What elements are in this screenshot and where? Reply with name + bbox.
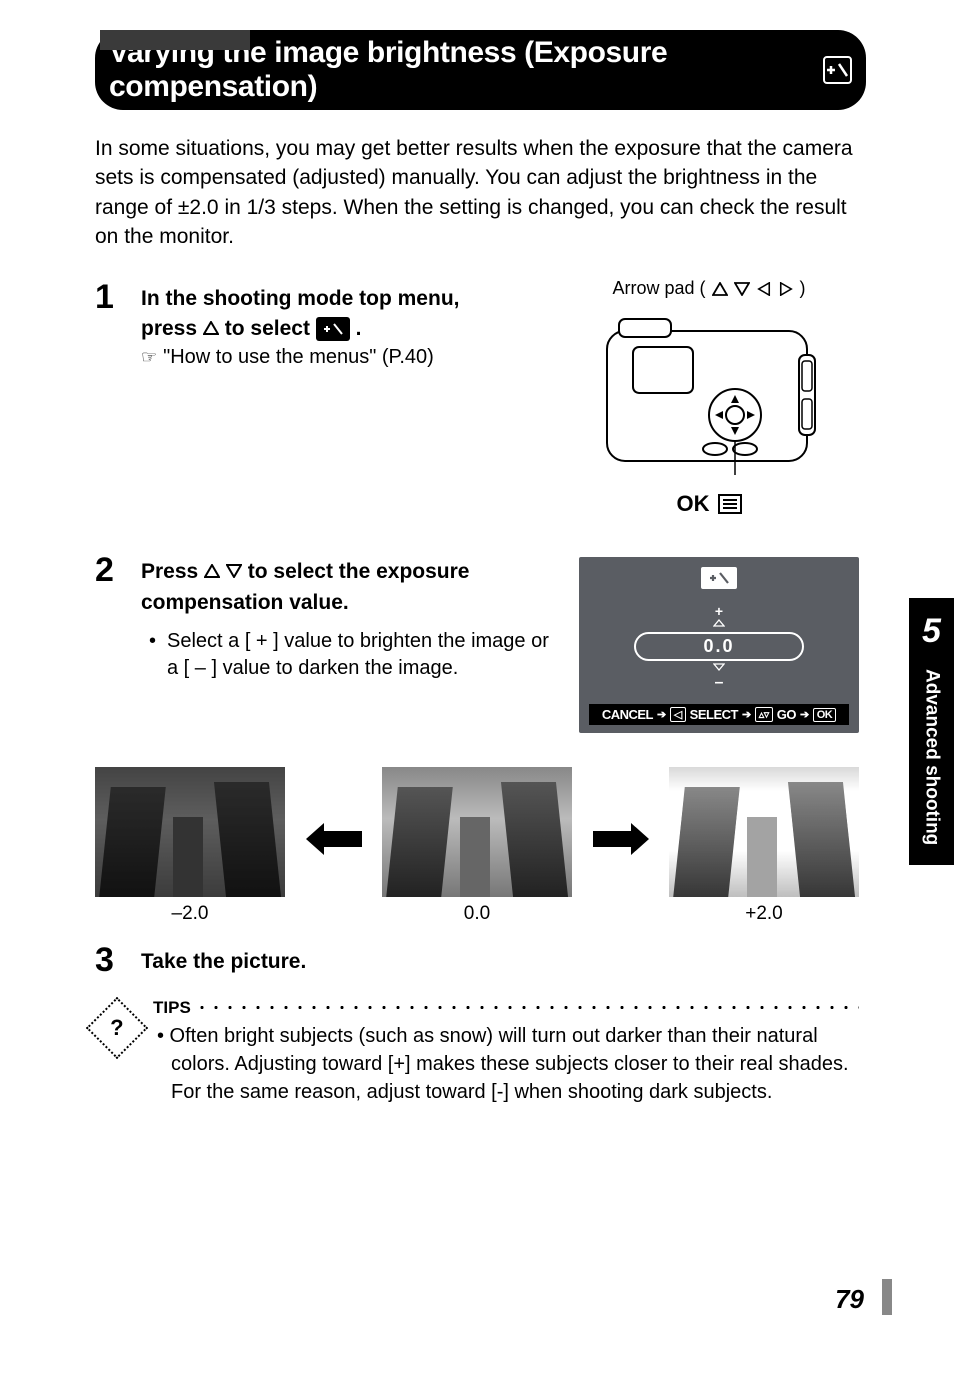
tips-label: TIPS: [153, 998, 191, 1018]
step-number: 2: [95, 553, 121, 733]
tips-section: ? TIPS • Often bright subjects (such as …: [95, 998, 859, 1106]
arrow-pad-label: Arrow pad ( ): [559, 278, 859, 299]
lcd-cancel-label: CANCEL: [602, 707, 653, 722]
step-1-title: In the shooting mode top menu, press to …: [141, 284, 521, 345]
arrow-right-icon: ➔: [742, 708, 751, 721]
triangle-up-icon: [204, 564, 220, 578]
step-2-bullet: • Select a [ + ] value to brighten the i…: [141, 628, 559, 682]
arrow-pad-text: Arrow pad (: [612, 278, 705, 299]
menu-icon: [718, 494, 742, 514]
ok-button-label: OK: [559, 491, 859, 517]
chapter-side-tab: 5 Advanced shooting: [909, 598, 954, 865]
camera-illustration: [589, 305, 829, 485]
arrow-pad-close: ): [800, 278, 806, 299]
triangle-up-icon: [712, 282, 728, 296]
example-bright: +2.0: [669, 767, 859, 925]
example-images-row: –2.0 0.0 +2.0: [95, 767, 859, 925]
lcd-left-key-icon: ◁: [670, 707, 686, 722]
step-1-text-c: .: [356, 317, 362, 340]
tips-dotted-line: [195, 1006, 859, 1009]
step-2-title: Press to select the exposure compensatio…: [141, 557, 559, 618]
lcd-go-label: GO: [777, 707, 796, 722]
lcd-plus-label: +: [589, 603, 849, 619]
lcd-value-pill: 0.0: [634, 632, 804, 661]
step-2-text-a: Press: [141, 560, 198, 583]
triangle-right-icon: [778, 282, 794, 296]
lcd-screen: + 0.0 – CANCEL ➔ ◁ SELECT ➔: [579, 557, 859, 733]
step-3-container: 3 Take the picture.: [95, 943, 859, 977]
lcd-mode-icon: [701, 567, 737, 589]
exposure-comp-icon: [823, 56, 852, 84]
triangle-up-icon: [203, 321, 219, 335]
step-2: 2 Press to select the exposure compensat…: [95, 553, 859, 733]
step-3-title: Take the picture.: [141, 947, 859, 977]
lcd-ok-key-icon: OK: [813, 708, 837, 722]
example-normal: 0.0: [382, 767, 572, 925]
page-edge-marker: [882, 1279, 892, 1315]
lcd-updown-key-icon: ▵▿: [755, 707, 773, 722]
example-image-bright: [669, 767, 859, 897]
triangle-down-icon: [226, 564, 242, 578]
triangle-left-icon: [756, 282, 772, 296]
exposure-comp-inline-icon: [316, 317, 350, 341]
step-number: 3: [95, 943, 121, 977]
step-1-ref-text: "How to use the menus" (P.40): [163, 346, 434, 369]
example-caption: +2.0: [745, 903, 783, 925]
lcd-up-arrow-icon: [589, 619, 849, 630]
chapter-number: 5: [909, 612, 954, 651]
lcd-minus-label: –: [589, 674, 849, 692]
step-1-text-b: to select: [225, 317, 310, 340]
ok-text: OK: [677, 491, 710, 517]
camera-diagram-area: Arrow pad ( ) OK: [559, 278, 859, 517]
arrow-right-large-icon: [587, 802, 655, 871]
example-dark: –2.0: [95, 767, 285, 925]
chapter-title: Advanced shooting: [921, 669, 943, 845]
arrow-left-large-icon: [300, 802, 368, 871]
question-mark-icon: ?: [110, 1015, 123, 1041]
example-caption: –2.0: [172, 903, 209, 925]
tips-diamond-icon: ?: [86, 997, 148, 1059]
tips-text: • Often bright subjects (such as snow) w…: [153, 1022, 859, 1106]
example-image-normal: [382, 767, 572, 897]
step-number: 1: [95, 280, 121, 370]
intro-paragraph: In some situations, you may get better r…: [95, 134, 859, 252]
lcd-select-label: SELECT: [690, 707, 738, 722]
step-3: 3 Take the picture.: [95, 943, 859, 977]
lcd-down-arrow-icon: [589, 663, 849, 674]
arrow-right-icon: ➔: [800, 708, 809, 721]
arrow-right-icon: ➔: [657, 708, 666, 721]
example-caption: 0.0: [464, 903, 490, 925]
example-image-dark: [95, 767, 285, 897]
tips-header: TIPS: [153, 998, 859, 1018]
step-2-bullet-text: Select a [ + ] value to brighten the ima…: [167, 628, 559, 682]
triangle-down-icon: [734, 282, 750, 296]
header-tab: [100, 30, 250, 50]
pointer-icon: ☞: [141, 347, 157, 368]
page-number: 79: [835, 1284, 864, 1315]
lcd-footer-bar: CANCEL ➔ ◁ SELECT ➔ ▵▿ GO ➔ OK: [589, 704, 849, 725]
bullet-dot: •: [149, 628, 159, 682]
step-1-reference: ☞ "How to use the menus" (P.40): [141, 346, 521, 369]
